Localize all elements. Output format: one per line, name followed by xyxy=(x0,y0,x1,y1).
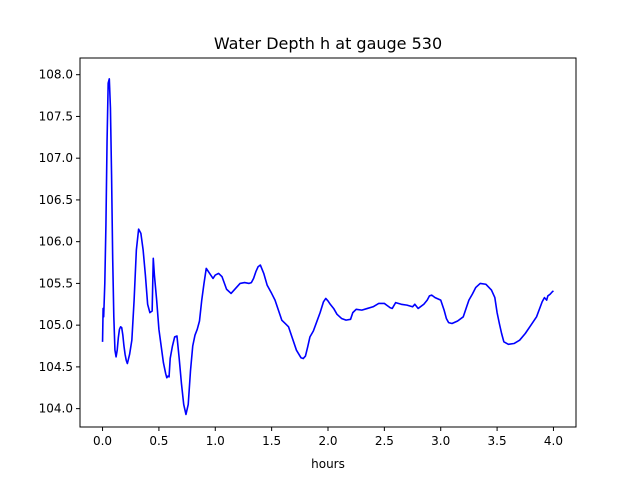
chart-title: Water Depth h at gauge 530 xyxy=(214,34,442,53)
x-tick-label: 2.5 xyxy=(375,434,394,448)
y-tick-label: 104.5 xyxy=(39,360,73,374)
x-tick-label: 3.5 xyxy=(488,434,507,448)
y-tick-label: 106.0 xyxy=(39,235,73,249)
y-tick-label: 108.0 xyxy=(39,68,73,82)
x-tick-label: 4.0 xyxy=(544,434,563,448)
x-axis-label: hours xyxy=(311,457,345,471)
plot-area: 0.0 0.5 1.0 1.5 2.0 2.5 3.0 3.5 4.0 104.0 104.5 105… xyxy=(39,57,577,448)
y-tick-label: 104.0 xyxy=(39,402,73,416)
y-tick-label: 107.5 xyxy=(39,109,73,123)
x-tick-label: 0.5 xyxy=(149,434,168,448)
x-tick-label: 2.0 xyxy=(318,434,337,448)
y-tick-label: 105.0 xyxy=(39,318,73,332)
x-tick-label: 1.5 xyxy=(262,434,281,448)
series-line-0 xyxy=(101,78,554,416)
x-tick-label: 0.0 xyxy=(93,434,112,448)
y-tick-label: 106.5 xyxy=(39,193,73,207)
y-tick-label: 107.0 xyxy=(39,151,73,165)
x-tick-label: 3.0 xyxy=(431,434,450,448)
x-tick-label: 1.0 xyxy=(206,434,225,448)
y-tick-label: 105.5 xyxy=(39,276,73,290)
